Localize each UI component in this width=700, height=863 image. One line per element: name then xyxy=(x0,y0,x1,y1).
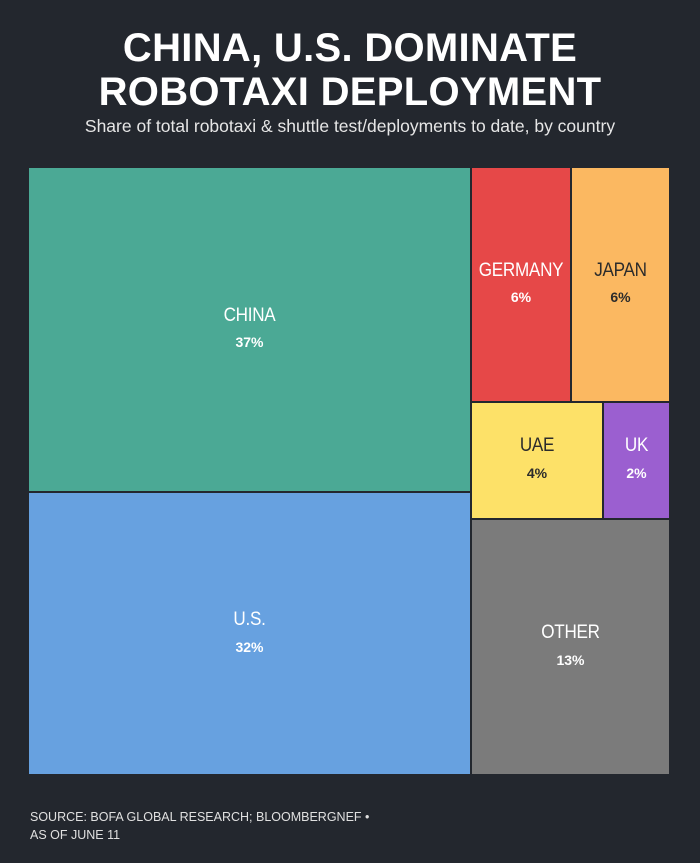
treemap-tile-other: OTHER 13% xyxy=(471,519,670,775)
treemap-chart: CHINA 37% U.S. 32% GERMANY 6% JAPAN 6% UAE 4% UK 2%… xyxy=(28,167,670,775)
source-note: SOURCE: BOFA GLOBAL RESEARCH; BLOOMBERGN… xyxy=(30,808,369,844)
treemap-tile-uk: UK 2% xyxy=(603,402,670,519)
chart-title-line-2: ROBOTAXI DEPLOYMENT xyxy=(98,70,602,114)
source-line-2: AS OF JUNE 11 xyxy=(30,828,121,842)
source-line-1: SOURCE: BOFA GLOBAL RESEARCH; BLOOMBERGN… xyxy=(30,810,370,824)
chart-title-line-1: CHINA, U.S. DOMINATE xyxy=(122,26,578,70)
treemap-tile-japan: JAPAN 6% xyxy=(571,167,670,402)
tile-label: GERMANY xyxy=(478,260,564,281)
tile-value-label: 6% xyxy=(510,289,532,305)
tile-value-label: 13% xyxy=(556,652,585,668)
tile-label: UAE xyxy=(519,435,555,456)
treemap-tile-china: CHINA 37% xyxy=(28,167,471,492)
tile-label: CHINA xyxy=(223,305,276,326)
tile-value-label: 37% xyxy=(235,334,264,350)
tile-value-label: 6% xyxy=(610,289,631,305)
treemap-tile-us: U.S. 32% xyxy=(28,492,471,775)
tile-label: OTHER xyxy=(541,622,600,643)
tile-value-label: 2% xyxy=(626,465,647,481)
treemap-tile-germany: GERMANY 6% xyxy=(471,167,571,402)
tile-label: UK xyxy=(624,435,649,456)
tile-value-label: 32% xyxy=(235,639,264,655)
tile-label: U.S. xyxy=(233,609,266,630)
chart-subtitle: Share of total robotaxi & shuttle test/d… xyxy=(84,116,616,136)
tile-value-label: 4% xyxy=(526,465,548,481)
treemap-tile-uae: UAE 4% xyxy=(471,402,603,519)
tile-label: JAPAN xyxy=(594,260,647,281)
